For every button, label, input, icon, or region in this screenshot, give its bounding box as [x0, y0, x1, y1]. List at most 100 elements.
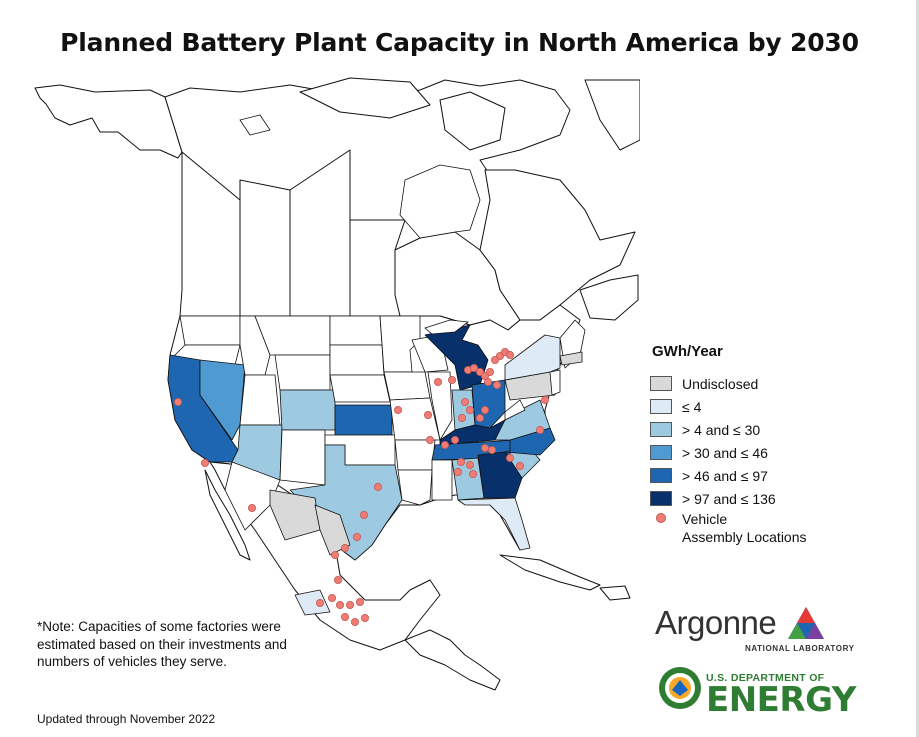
vehicle-assembly-dot	[327, 594, 336, 603]
vehicle-assembly-dot	[247, 503, 256, 512]
legend-dot-wrap	[650, 510, 672, 523]
vehicle-assembly-dot	[360, 614, 369, 623]
legend-swatch	[650, 491, 672, 506]
region-new-mexico	[279, 429, 326, 486]
vehicle-assembly-dot	[335, 601, 344, 610]
vehicle-assembly-dot	[541, 395, 550, 404]
lake-great-bear	[239, 114, 271, 136]
region-kansas	[334, 404, 393, 436]
region-florida	[457, 497, 531, 551]
region-greenland	[584, 79, 640, 151]
vehicle-assembly-dot	[447, 375, 456, 384]
north-america-map	[34, 77, 640, 691]
updated-text: Updated through November 2022	[37, 712, 216, 726]
region-baja	[204, 469, 251, 561]
legend-label: > 97 and ≤ 136	[682, 490, 776, 507]
legend-item-4-30: > 4 and ≤ 30	[650, 418, 807, 441]
region-central-america	[404, 629, 501, 691]
region-coahuila	[314, 504, 351, 556]
argonne-wordmark: Argonne	[655, 604, 777, 641]
region-nebraska	[329, 374, 391, 403]
vehicle-assembly-dot	[492, 380, 501, 389]
region-jalisco	[294, 589, 331, 616]
legend: GWh/Year Undisclosed ≤ 4 > 4 and ≤ 30 > …	[650, 343, 807, 546]
vehicle-assembly-dot	[480, 443, 489, 452]
vehicle-assembly-dot	[465, 460, 474, 469]
region-michigan	[424, 324, 489, 391]
legend-item-le-4: ≤ 4	[650, 395, 807, 418]
vehicle-assembly-dot	[352, 533, 361, 542]
vehicle-assembly-dot	[345, 601, 354, 610]
region-south-dakota	[329, 344, 385, 376]
region-sonora	[224, 461, 281, 531]
legend-title: GWh/Year	[652, 343, 723, 360]
vehicle-assembly-dot	[433, 377, 442, 386]
vehicle-assembly-dot	[480, 405, 489, 414]
legend-item-undisclosed: Undisclosed	[650, 372, 807, 395]
region-mississippi	[431, 459, 453, 501]
doe-wordmark: ENERGY	[706, 680, 856, 720]
region-arctic-island-2	[439, 91, 506, 151]
region-louisiana	[397, 469, 433, 506]
doe-seal-icon	[659, 667, 701, 709]
vehicle-assembly-dot	[468, 469, 477, 478]
vehicle-assembly-dot	[330, 551, 339, 560]
vehicle-assembly-dot	[350, 618, 359, 627]
legend-label: > 4 and ≤ 30	[682, 421, 761, 438]
legend-swatch	[650, 399, 672, 414]
legend-label: > 46 and ≤ 97	[682, 467, 768, 484]
region-illinois	[427, 371, 453, 441]
vehicle-assembly-dot	[516, 461, 525, 470]
map-title: Planned Battery Plant Capacity in North …	[60, 28, 859, 57]
vehicle-assembly-dot	[440, 440, 449, 449]
footnote: *Note: Capacities of some factories were…	[37, 619, 287, 669]
vehicle-assembly-dot	[340, 544, 349, 553]
vehicle-assembly-dot	[483, 377, 492, 386]
vehicle-assembly-dot	[536, 425, 545, 434]
region-alberta-line	[239, 179, 291, 316]
legend-swatch	[650, 422, 672, 437]
legend-item-46-97: > 46 and ≤ 97	[650, 464, 807, 487]
vehicle-assembly-dot	[359, 510, 368, 519]
vehicle-assembly-dot	[340, 613, 349, 622]
vehicle-assembly-dot	[423, 410, 432, 419]
region-west-virginia	[504, 399, 526, 421]
legend-item-30-46: > 30 and ≤ 46	[650, 441, 807, 464]
vehicle-assembly-dot	[456, 457, 465, 466]
legend-swatch	[650, 445, 672, 460]
region-sask-line	[289, 149, 351, 316]
region-nevada	[199, 359, 246, 441]
argonne-logo: Argonne NATIONAL LABORATORY	[655, 604, 854, 653]
vehicle-assembly-dot	[485, 367, 494, 376]
region-maritimes	[579, 274, 639, 321]
legend-swatch	[650, 376, 672, 391]
vehicle-assembly-dot	[393, 405, 402, 414]
legend-swatch	[650, 468, 672, 483]
legend-item-97-136: > 97 and ≤ 136	[650, 487, 807, 510]
region-wyoming	[274, 354, 331, 391]
vehicle-assembly-dot	[469, 363, 478, 372]
vehicle-assembly-dot	[333, 576, 342, 585]
region-arkansas	[394, 439, 436, 471]
region-new-york	[504, 334, 561, 381]
vehicle-assembly-dot	[453, 467, 462, 476]
frame-edge	[916, 0, 919, 737]
vehicle-assembly-dot	[173, 397, 182, 406]
vehicle-assembly-dot	[450, 435, 459, 444]
region-quebec	[479, 169, 636, 321]
lake-hudson-bay	[399, 164, 481, 239]
vehicle-assembly-dot	[475, 413, 484, 422]
vehicle-assembly-dot	[355, 598, 364, 607]
region-alaska	[34, 84, 183, 159]
lake-superior	[424, 319, 470, 335]
region-washington	[179, 315, 241, 346]
region-massachusetts	[559, 351, 583, 366]
doe-department: U.S. DEPARTMENT OF	[706, 672, 825, 684]
vehicle-assembly-dot	[460, 397, 469, 406]
vehicle-assembly-dot	[487, 445, 496, 454]
region-texas	[289, 444, 403, 561]
region-hispaniola	[599, 585, 631, 601]
vehicle-assembly-dot	[315, 599, 324, 608]
vehicle-assembly-dot	[200, 458, 209, 467]
legend-label: > 30 and ≤ 46	[682, 444, 768, 461]
